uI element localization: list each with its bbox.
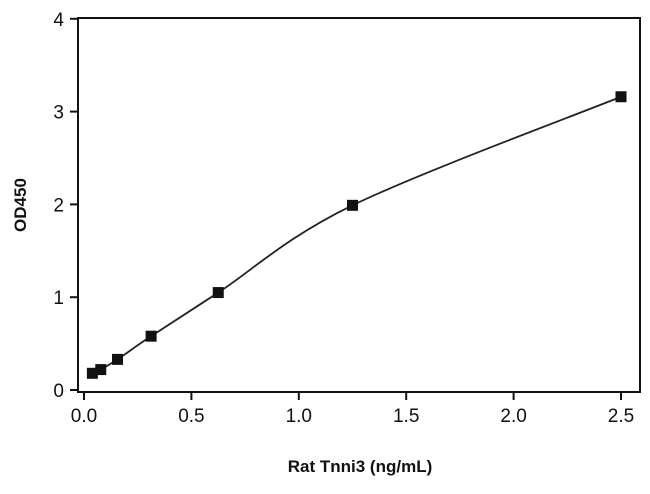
fit-curve: [92, 95, 622, 375]
x-tick-label: 1.0: [286, 406, 312, 427]
x-tick-label: 2.5: [608, 406, 634, 427]
data-point: [145, 330, 157, 342]
y-tick-label: 3: [53, 103, 64, 124]
y-tick-label: 4: [53, 10, 64, 31]
y-tick-label: 0: [53, 381, 64, 402]
x-tick-label: 1.5: [393, 406, 419, 427]
data-point: [615, 91, 627, 103]
plot-frame: [77, 17, 641, 393]
x-tick-label: 0.5: [178, 406, 204, 427]
data-point: [86, 367, 98, 379]
data-point: [212, 287, 224, 299]
y-tick-label: 1: [53, 288, 64, 309]
data-point: [347, 199, 358, 211]
data-point: [95, 364, 107, 376]
y-axis-label: OD450: [11, 178, 30, 232]
x-axis-label: Rat Tnni3 (ng/mL): [288, 457, 432, 476]
x-tick-label: 0.0: [71, 406, 97, 427]
data-point: [112, 353, 124, 365]
x-tick-label: 2.0: [500, 406, 526, 427]
y-tick-label: 2: [53, 195, 64, 216]
